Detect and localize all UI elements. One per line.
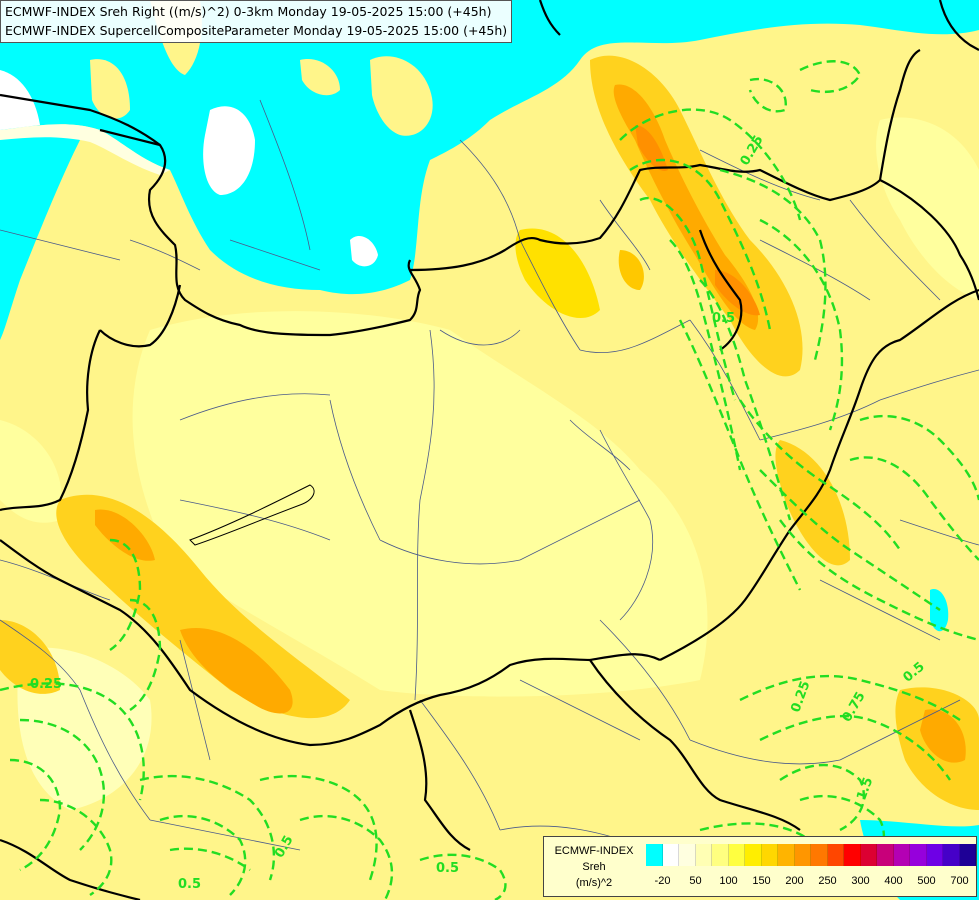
legend-tick-label: -20: [654, 875, 671, 887]
legend-parameter: Sreh: [582, 861, 606, 873]
legend-swatch: [827, 844, 844, 866]
light-yellow-area: [0, 420, 62, 523]
legend-swatch: [778, 844, 795, 866]
legend-swatch: [910, 844, 927, 866]
legend-swatch: [662, 844, 679, 866]
legend-tick-label: 100: [719, 875, 738, 887]
legend-swatch: [695, 844, 712, 866]
legend-tick-label: 50: [689, 875, 702, 887]
orange-band: [618, 250, 644, 290]
orange-band: [515, 228, 600, 319]
orange-band: [920, 709, 966, 763]
yellow-lobe: [370, 56, 433, 136]
legend-swatch: [926, 844, 943, 866]
legend-swatch: [943, 844, 960, 866]
contour-label: 0.25: [30, 677, 62, 692]
legend-swatch: [893, 844, 910, 866]
map-title-line-2: ECMWF-INDEX SupercellCompositeParameter …: [5, 23, 508, 38]
cyan-area: [0, 0, 979, 295]
admin-boundaries: [0, 99, 979, 851]
legend-tick-label: 300: [851, 875, 870, 887]
legend-swatch: [728, 844, 745, 866]
legend-tick-label: 700: [950, 875, 969, 887]
legend-tick-label: 400: [884, 875, 903, 887]
pale-band: [350, 235, 378, 267]
legend-tick-label: 250: [818, 875, 837, 887]
contour-label: 0.5: [712, 311, 735, 326]
map-title-line-1: ECMWF-INDEX Sreh Right ((m/s)^2) 0-3km M…: [5, 4, 492, 19]
pale-band: [0, 70, 40, 130]
legend-swatch: [959, 844, 976, 866]
orange-band: [180, 628, 293, 714]
legend-swatch: [679, 844, 696, 866]
legend-tick-label: 150: [752, 875, 771, 887]
legend-tick-label: 500: [917, 875, 936, 887]
legend-brand: ECMWF-INDEX: [554, 845, 634, 857]
legend-swatch: [794, 844, 811, 866]
legend-swatch: [646, 844, 663, 866]
color-legend: ECMWF-INDEX Sreh (m/s)^2 -20 50 100 150 200 2…: [543, 836, 977, 897]
legend-swatches: [646, 844, 976, 866]
legend-tick-labels: -20 50 100 150 200 250 300 400 500 700: [646, 875, 976, 891]
legend-swatch: [761, 844, 778, 866]
yellow-lobe: [90, 59, 130, 119]
cyan-area: [0, 127, 80, 340]
legend-swatch: [860, 844, 877, 866]
contour-label: 0.5: [178, 877, 201, 892]
pale-band: [0, 124, 170, 175]
yellow-lobe: [300, 59, 340, 96]
orange-band: [95, 509, 155, 561]
orange-band: [775, 440, 850, 566]
legend-tick-label: 200: [785, 875, 804, 887]
pale-band: [203, 106, 255, 195]
green-dashed-contours: [0, 60, 979, 900]
light-yellow-area: [876, 117, 979, 300]
yellow-lobe: [540, 106, 610, 155]
legend-swatch: [844, 844, 861, 866]
legend-unit: (m/s)^2: [575, 877, 613, 889]
orange-band: [0, 620, 60, 694]
contour-label: 0.5: [436, 861, 459, 876]
lake-outline: [189, 484, 315, 546]
legend-swatch: [712, 844, 729, 866]
legend-swatch: [745, 844, 762, 866]
map-title-box: ECMWF-INDEX Sreh Right ((m/s)^2) 0-3km M…: [0, 0, 513, 43]
legend-swatch: [811, 844, 828, 866]
legend-swatch: [877, 844, 894, 866]
contour-label: 1.5: [854, 776, 876, 803]
